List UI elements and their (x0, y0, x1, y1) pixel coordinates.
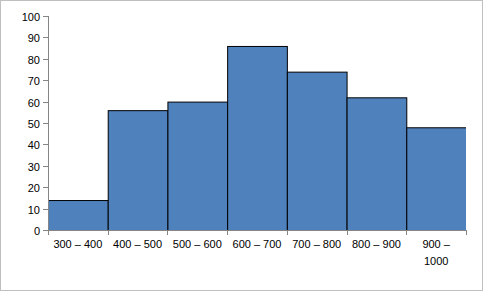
x-tick-label: 500 – 600 (170, 236, 224, 253)
y-tick (43, 16, 48, 17)
bar-bar (407, 128, 466, 230)
y-tick-label: 100 (22, 11, 40, 23)
y-tick (43, 166, 48, 167)
x-tick-label: 600 – 700 (230, 236, 284, 253)
x-tick-label: 400 – 500 (111, 236, 165, 253)
x-tick (406, 230, 407, 235)
y-tick-label: 60 (28, 97, 40, 109)
bar-bar (347, 98, 407, 230)
x-tick (227, 230, 228, 235)
x-tick-label: 800 – 900 (349, 236, 403, 253)
x-tick-label: 300 – 400 (51, 236, 105, 253)
x-tick (108, 230, 109, 235)
y-tick (43, 80, 48, 81)
y-tick (43, 230, 48, 231)
x-tick-label: 700 – 800 (290, 236, 344, 253)
x-tick (347, 230, 348, 235)
x-axis-line (48, 230, 467, 231)
y-tick (43, 144, 48, 145)
bar-bar (108, 111, 168, 230)
y-tick-label: 50 (28, 118, 40, 130)
y-tick-label: 20 (28, 182, 40, 194)
y-tick (43, 102, 48, 103)
bar-bar (228, 46, 288, 230)
y-tick (43, 209, 48, 210)
x-tick (48, 230, 49, 235)
y-tick (43, 123, 48, 124)
y-tick-label: 70 (28, 75, 40, 87)
y-tick-label: 90 (28, 32, 40, 44)
y-tick-label: 10 (28, 204, 40, 216)
y-tick-label: 40 (28, 139, 40, 151)
x-tick (287, 230, 288, 235)
y-tick (43, 37, 48, 38)
y-tick-label: 0 (34, 225, 40, 237)
y-tick (43, 59, 48, 60)
bar-bar (168, 102, 228, 230)
bar-bar (287, 72, 347, 230)
chart: 0 10 20 30 40 50 60 70 80 90 100 300 – 400 400 – 500… (0, 0, 483, 291)
y-tick (43, 187, 48, 188)
bar-bar (49, 201, 109, 230)
x-tick (466, 230, 467, 235)
bars (49, 46, 467, 230)
x-tick-label: 900 – 1000 (409, 236, 463, 270)
y-tick-label: 30 (28, 161, 40, 173)
y-axis-line (48, 16, 49, 231)
y-tick-label: 80 (28, 54, 40, 66)
x-tick (167, 230, 168, 235)
